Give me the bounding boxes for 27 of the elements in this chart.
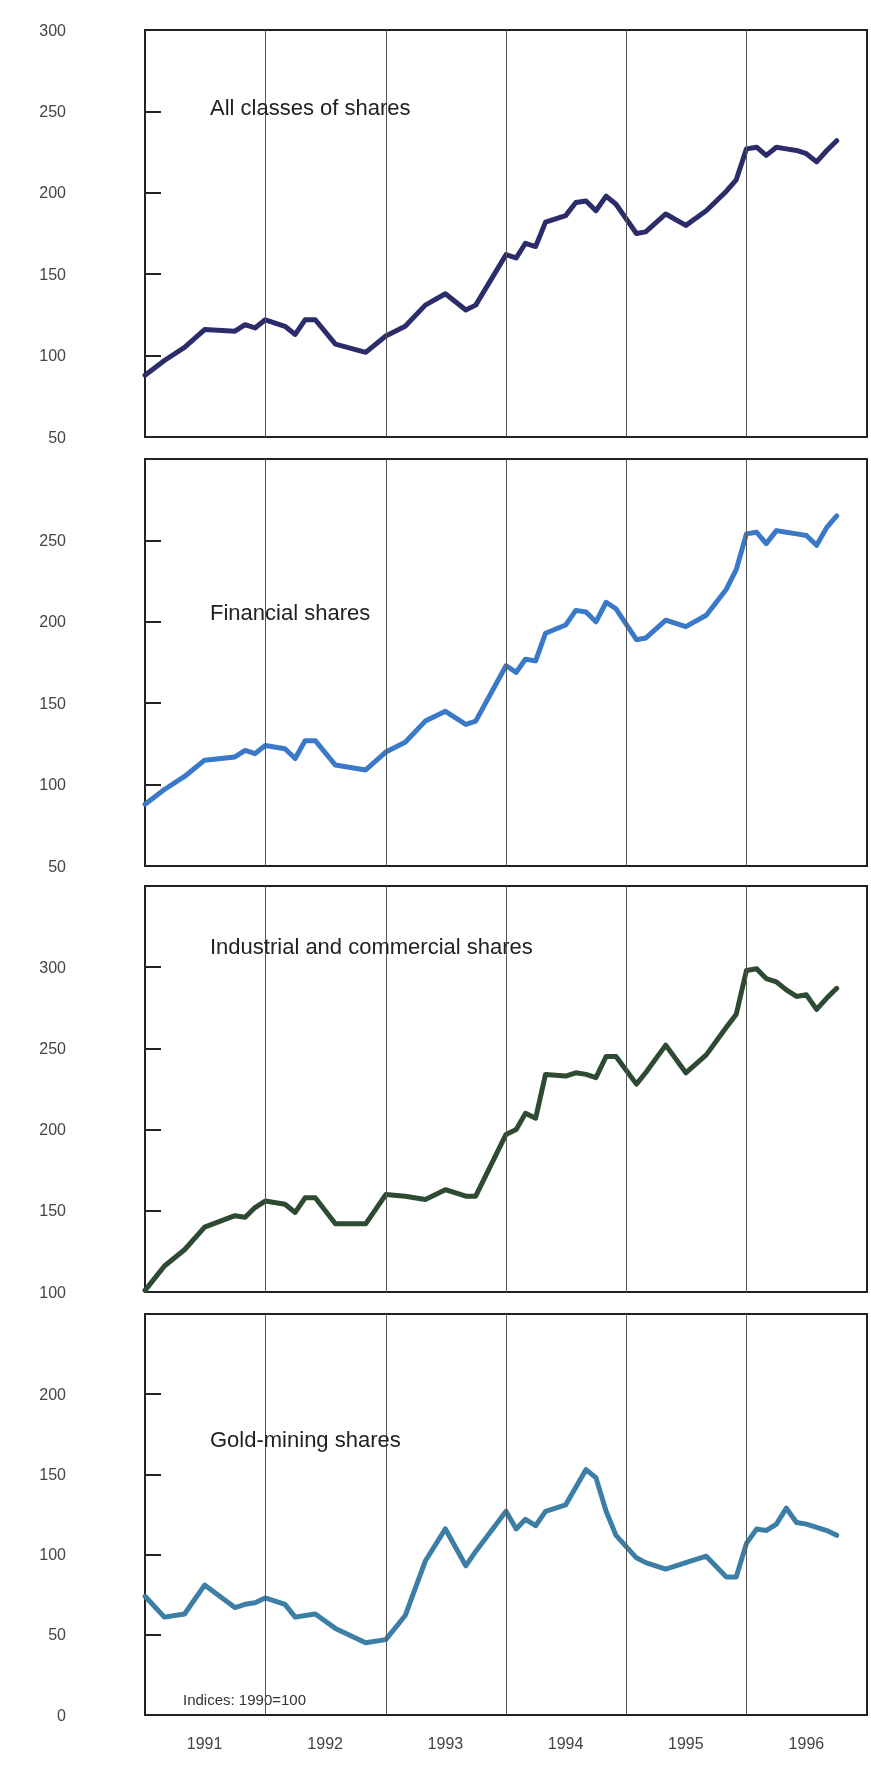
y-tick-label: 100 <box>39 1546 67 1564</box>
x-tick-label: 1994 <box>547 1734 584 1752</box>
y-tick-label: 100 <box>39 1283 67 1301</box>
y-tick-label: 50 <box>48 428 67 446</box>
y-tick-label: 250 <box>39 102 67 120</box>
y-tick-label: 200 <box>39 184 67 202</box>
y-tick-label: 150 <box>39 694 67 712</box>
y-tick-label: 0 <box>57 1706 67 1724</box>
y-tick-label: 150 <box>39 1202 67 1220</box>
x-tick-label: 1995 <box>668 1734 704 1752</box>
y-tick-label: 250 <box>39 531 67 549</box>
x-tick-label: 1993 <box>427 1734 464 1752</box>
y-tick-label: 150 <box>39 265 67 283</box>
y-tick-label: 100 <box>39 776 67 794</box>
y-tick-label: 200 <box>39 1121 67 1139</box>
y-tick-label: 250 <box>39 1039 67 1057</box>
y-tick-label: 50 <box>48 1626 67 1644</box>
x-tick-label: 1991 <box>186 1734 223 1752</box>
y-tick-label: 50 <box>48 857 67 875</box>
x-tick-label: 1996 <box>788 1734 825 1752</box>
x-tick-label: 1992 <box>307 1734 344 1752</box>
y-tick-label: 200 <box>39 613 67 631</box>
y-tick-label: 300 <box>39 21 67 39</box>
y-tick-label: 300 <box>39 958 67 976</box>
y-tick-label: 150 <box>39 1465 67 1483</box>
y-tick-label: 200 <box>39 1385 67 1403</box>
y-tick-label: 100 <box>39 347 67 365</box>
